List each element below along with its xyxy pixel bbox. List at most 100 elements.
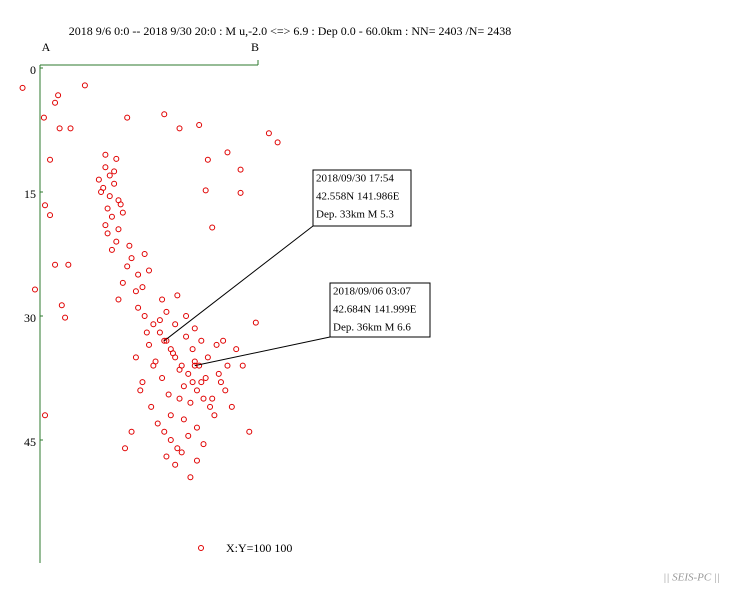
- hypocentre: [180, 416, 187, 423]
- hypocentre: [215, 370, 222, 377]
- hypocentre: [141, 251, 148, 257]
- hypocentre: [135, 271, 142, 278]
- hypocentre: [183, 313, 190, 319]
- hypocentre: [180, 383, 187, 390]
- hypocentre: [161, 111, 168, 118]
- hypocentre: [237, 189, 244, 196]
- hypocentre: [174, 445, 181, 452]
- hypocentre: [209, 224, 216, 231]
- hypocentre: [207, 403, 214, 410]
- hypocentre: [65, 261, 72, 268]
- hypocentre: [193, 424, 200, 431]
- hypocentre: [176, 125, 183, 132]
- hypocentre: [67, 125, 74, 132]
- hypocentre: [154, 420, 161, 427]
- hypocentre: [224, 149, 231, 156]
- hypocentre: [213, 341, 220, 348]
- chart-title: 2018 9/6 0:0 -- 2018 9/30 20:0 : M u,-2.…: [69, 24, 512, 38]
- hypocentre: [204, 156, 211, 163]
- y-tick-label: 0: [30, 63, 36, 77]
- hypocentre: [42, 412, 49, 419]
- hypocentre: [102, 164, 109, 171]
- footer: || SEIS-PC ||: [663, 572, 720, 584]
- hypocentre: [115, 296, 122, 303]
- y-tick-label: 45: [24, 435, 36, 449]
- hypocentre: [111, 180, 118, 187]
- hypocentre: [176, 366, 183, 373]
- hypocentre: [52, 261, 59, 268]
- hypocentre: [274, 139, 281, 146]
- hypocentre: [122, 445, 129, 452]
- callout-text: 2018/09/06 03:07: [333, 286, 411, 298]
- hypocentre: [104, 205, 111, 212]
- hypocentre: [202, 375, 209, 381]
- hypocentre: [108, 213, 115, 220]
- hypocentre: [187, 399, 194, 406]
- hypocentre: [117, 201, 124, 208]
- hypocentre: [193, 457, 200, 464]
- callout-text: 42.558N 141.986E: [316, 191, 400, 203]
- y-tick-label: 30: [24, 311, 36, 325]
- hypocentre: [185, 432, 192, 439]
- legend-label: X:Y=100 100: [226, 541, 292, 555]
- hypocentre: [102, 151, 109, 158]
- callout-box: [312, 169, 412, 227]
- hypocentre: [128, 255, 135, 262]
- hypocentre: [132, 354, 139, 361]
- hypocentre: [137, 387, 144, 394]
- hypocentre: [31, 286, 38, 293]
- hypocentre: [81, 82, 88, 89]
- hypocentre: [104, 230, 111, 237]
- hypocentre: [143, 329, 150, 336]
- hypocentre: [185, 370, 192, 377]
- hypocentre: [19, 84, 26, 91]
- hypocentre: [124, 114, 131, 121]
- hypocentre: [42, 202, 49, 209]
- callout-text: Dep. 36km M 6.6: [333, 322, 411, 334]
- hypocentre: [224, 362, 231, 369]
- hypocentre: [159, 296, 166, 303]
- hypocentre: [55, 92, 62, 99]
- hypocentre: [163, 337, 170, 344]
- hypocentre: [146, 341, 152, 348]
- hypocentre: [202, 187, 209, 194]
- hypocentre: [252, 319, 259, 326]
- hypocentre: [119, 279, 126, 286]
- hypocentre: [40, 114, 47, 121]
- hypocentre: [233, 346, 240, 353]
- callout-event: [161, 337, 168, 344]
- callout-text: 42.684N 141.999E: [333, 304, 417, 316]
- hypocentre: [265, 130, 272, 137]
- hypocentre: [165, 391, 172, 398]
- hypocentre: [198, 379, 205, 386]
- hypocentre: [106, 193, 113, 200]
- hypocentre: [56, 125, 63, 132]
- hypocentre: [193, 387, 200, 394]
- hypocentre: [209, 395, 216, 402]
- callout-text: 2018/09/30 17:54: [316, 173, 394, 185]
- hypocentre: [178, 449, 185, 456]
- callout-leader: [194, 336, 331, 367]
- section-start-label: A: [42, 40, 51, 54]
- hypocentre: [111, 168, 118, 175]
- hypocentre: [139, 284, 146, 291]
- hypocentre: [187, 474, 194, 481]
- hypocentre: [161, 428, 168, 435]
- hypocentre: [176, 395, 183, 402]
- hypocentre: [126, 242, 133, 249]
- hypocentre: [163, 453, 170, 460]
- hypocentre: [156, 329, 163, 336]
- hypocentre: [191, 325, 198, 332]
- hypocentre: [100, 184, 107, 191]
- hypocentre: [108, 246, 115, 253]
- hypocentre: [163, 308, 170, 315]
- hypocentre: [58, 302, 65, 309]
- hypocentre: [113, 238, 120, 245]
- hypocentre: [124, 263, 131, 270]
- hypocentre: [198, 337, 205, 344]
- hypocentre: [174, 292, 181, 299]
- hypocentre: [148, 403, 155, 410]
- hypocentre: [167, 412, 174, 419]
- hypocentre: [220, 337, 227, 344]
